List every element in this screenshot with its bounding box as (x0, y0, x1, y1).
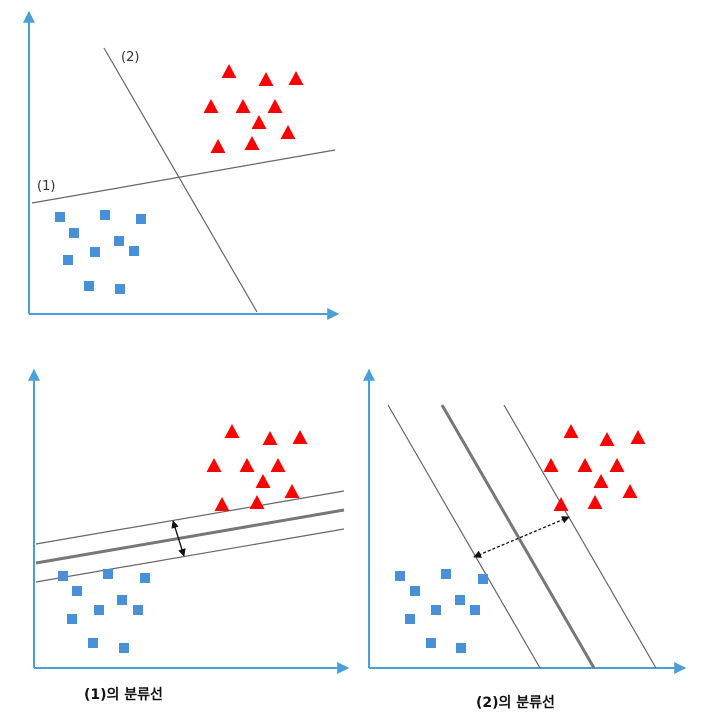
top-square-group (55, 210, 146, 294)
triangle-point (214, 497, 230, 511)
triangle-point (292, 430, 308, 444)
square-point (72, 586, 82, 596)
br-margin-arrow (473, 516, 570, 558)
line-2-label: (2) (121, 50, 139, 65)
triangle-point (599, 432, 615, 446)
triangle-point (210, 139, 226, 153)
bl-margin-upper (35, 490, 345, 545)
square-point (136, 214, 146, 224)
square-point (456, 643, 466, 653)
triangle-point (249, 495, 265, 509)
triangle-point (251, 115, 267, 129)
triangle-point (203, 99, 219, 113)
top-triangle-group (203, 64, 304, 153)
triangle-point (244, 136, 260, 150)
square-point (67, 614, 77, 624)
bl-margin-arrow (171, 520, 186, 557)
square-point (395, 571, 405, 581)
square-point (405, 614, 415, 624)
square-point (115, 284, 125, 294)
square-point (63, 255, 73, 265)
classifier-line-1 (31, 149, 336, 204)
square-point (119, 643, 129, 653)
square-point (478, 574, 488, 584)
square-point (441, 569, 451, 579)
triangle-point (267, 99, 283, 113)
square-point (94, 605, 104, 615)
square-point (129, 246, 139, 256)
triangle-point (543, 458, 559, 472)
square-point (58, 571, 68, 581)
triangle-point (224, 424, 240, 438)
triangle-point (235, 99, 251, 113)
square-point (470, 605, 480, 615)
square-point (100, 210, 110, 220)
triangle-point (288, 71, 304, 85)
triangle-point (255, 474, 271, 488)
triangle-point (262, 431, 278, 445)
square-point (431, 605, 441, 615)
square-point (410, 586, 420, 596)
triangle-point (221, 64, 237, 78)
bottom-right-panel (363, 368, 687, 674)
triangle-point (206, 458, 222, 472)
triangle-point (593, 474, 609, 488)
classifier-line-2 (103, 47, 258, 313)
br-decision-line (440, 404, 596, 669)
caption-right: (2)의 분류선 (476, 695, 555, 711)
bl-square-group (58, 569, 150, 653)
triangle-point (563, 424, 579, 438)
square-point (114, 236, 124, 246)
top-panel: (1) (2) (23, 10, 340, 320)
br-triangle-group (543, 424, 646, 511)
triangle-point (577, 458, 593, 472)
triangle-point (239, 458, 255, 472)
triangle-point (258, 72, 274, 86)
bl-decision-line (35, 508, 345, 565)
square-point (69, 228, 79, 238)
square-point (117, 595, 127, 605)
bl-triangle-group (206, 424, 308, 511)
triangle-point (609, 458, 625, 472)
square-point (84, 281, 94, 291)
line-1-label: (1) (37, 179, 55, 194)
square-point (426, 638, 436, 648)
square-point (55, 212, 65, 222)
triangle-point (622, 484, 638, 498)
square-point (103, 569, 113, 579)
square-point (133, 605, 143, 615)
square-point (140, 573, 150, 583)
triangle-point (270, 458, 286, 472)
br-margin-right (503, 404, 657, 669)
triangle-point (284, 484, 300, 498)
bl-margin-lower (35, 528, 345, 583)
br-square-group (395, 569, 488, 653)
bottom-left-panel (28, 368, 350, 674)
square-point (90, 247, 100, 257)
triangle-point (630, 430, 646, 444)
triangle-point (280, 125, 296, 139)
square-point (455, 595, 465, 605)
triangle-point (587, 495, 603, 509)
br-margin-left (387, 404, 541, 669)
triangle-point (553, 497, 569, 511)
caption-left: (1)의 분류선 (84, 687, 163, 703)
square-point (88, 638, 98, 648)
